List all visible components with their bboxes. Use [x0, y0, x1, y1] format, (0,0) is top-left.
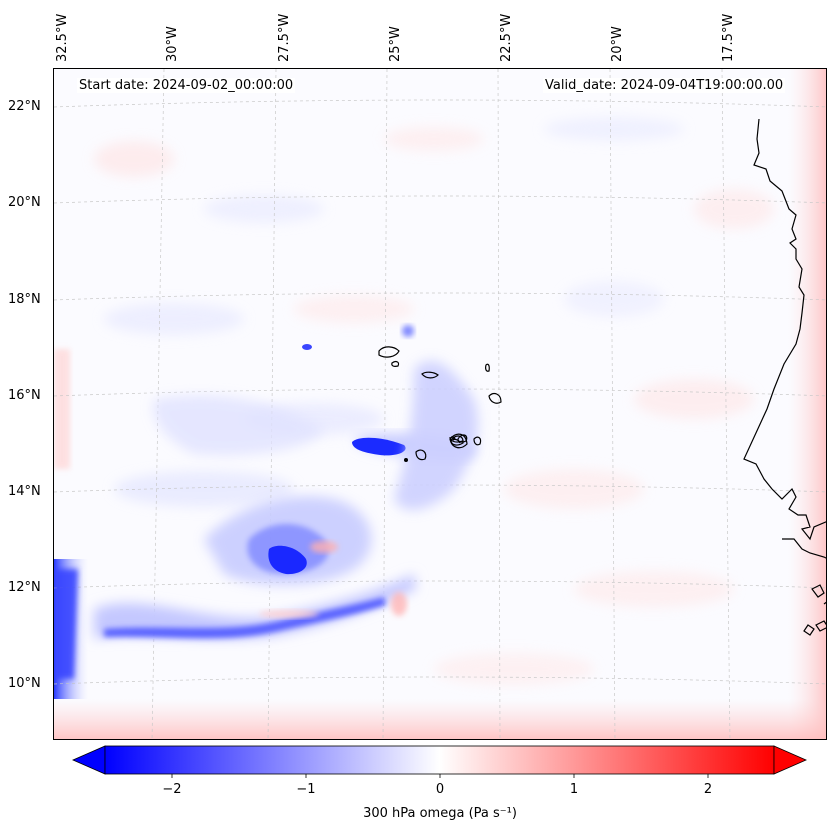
right-edge-band: [788, 69, 826, 739]
lat-label-18n: 18°N: [8, 292, 41, 307]
lat-label-14n: 14°N: [8, 484, 41, 499]
colorbar-tick-label: 1: [569, 782, 579, 797]
cabo-verde-islands: [378, 346, 502, 461]
omega-red-patches: [259, 541, 407, 618]
africa-coastline: [743, 118, 826, 541]
colorbar-tick-label: −2: [162, 782, 182, 797]
colorbar-tick-label: 2: [703, 782, 713, 797]
valid-date-label: Valid_date: 2024-09-04T19:00:00.00: [543, 78, 786, 93]
lon-label-22-5w: 22.5°W: [499, 13, 514, 62]
map-panel: [53, 68, 827, 740]
colorbar-extend-min: [72, 745, 106, 775]
bijagos-islands: [803, 584, 826, 636]
bottom-edge-band: [54, 699, 826, 739]
lat-label-22n: 22°N: [8, 99, 41, 114]
lat-label-16n: 16°N: [8, 388, 41, 403]
lat-label-20n: 20°N: [8, 195, 41, 210]
lon-label-30w: 30°W: [165, 26, 180, 62]
colorbar-label: 300 hPa omega (Pa s⁻¹): [363, 806, 517, 821]
guinea-bissau-coast: [782, 538, 826, 559]
colorbar: [72, 745, 807, 778]
start-date-label: Start date: 2024-09-02_00:00:00: [77, 78, 296, 93]
colorbar-ticks: [171, 774, 709, 778]
colorbar-gradient: [104, 745, 775, 775]
lon-label-20w: 20°W: [610, 26, 625, 62]
lon-label-27-5w: 27.5°W: [277, 13, 292, 62]
colorbar-tick-label: 0: [435, 782, 445, 797]
lat-label-12n: 12°N: [8, 580, 41, 595]
colorbar-extend-max: [773, 745, 807, 775]
omega-field-map: [54, 69, 826, 739]
fogo-dot: [404, 458, 408, 462]
colorbar-tick-label: −1: [296, 782, 316, 797]
lon-label-25w: 25°W: [388, 26, 403, 62]
lat-label-10n: 10°N: [8, 676, 41, 691]
lon-label-32-5w: 32.5°W: [55, 13, 70, 62]
lon-label-17-5w: 17.5°W: [721, 13, 736, 62]
omega-blue-band: [54, 325, 478, 679]
